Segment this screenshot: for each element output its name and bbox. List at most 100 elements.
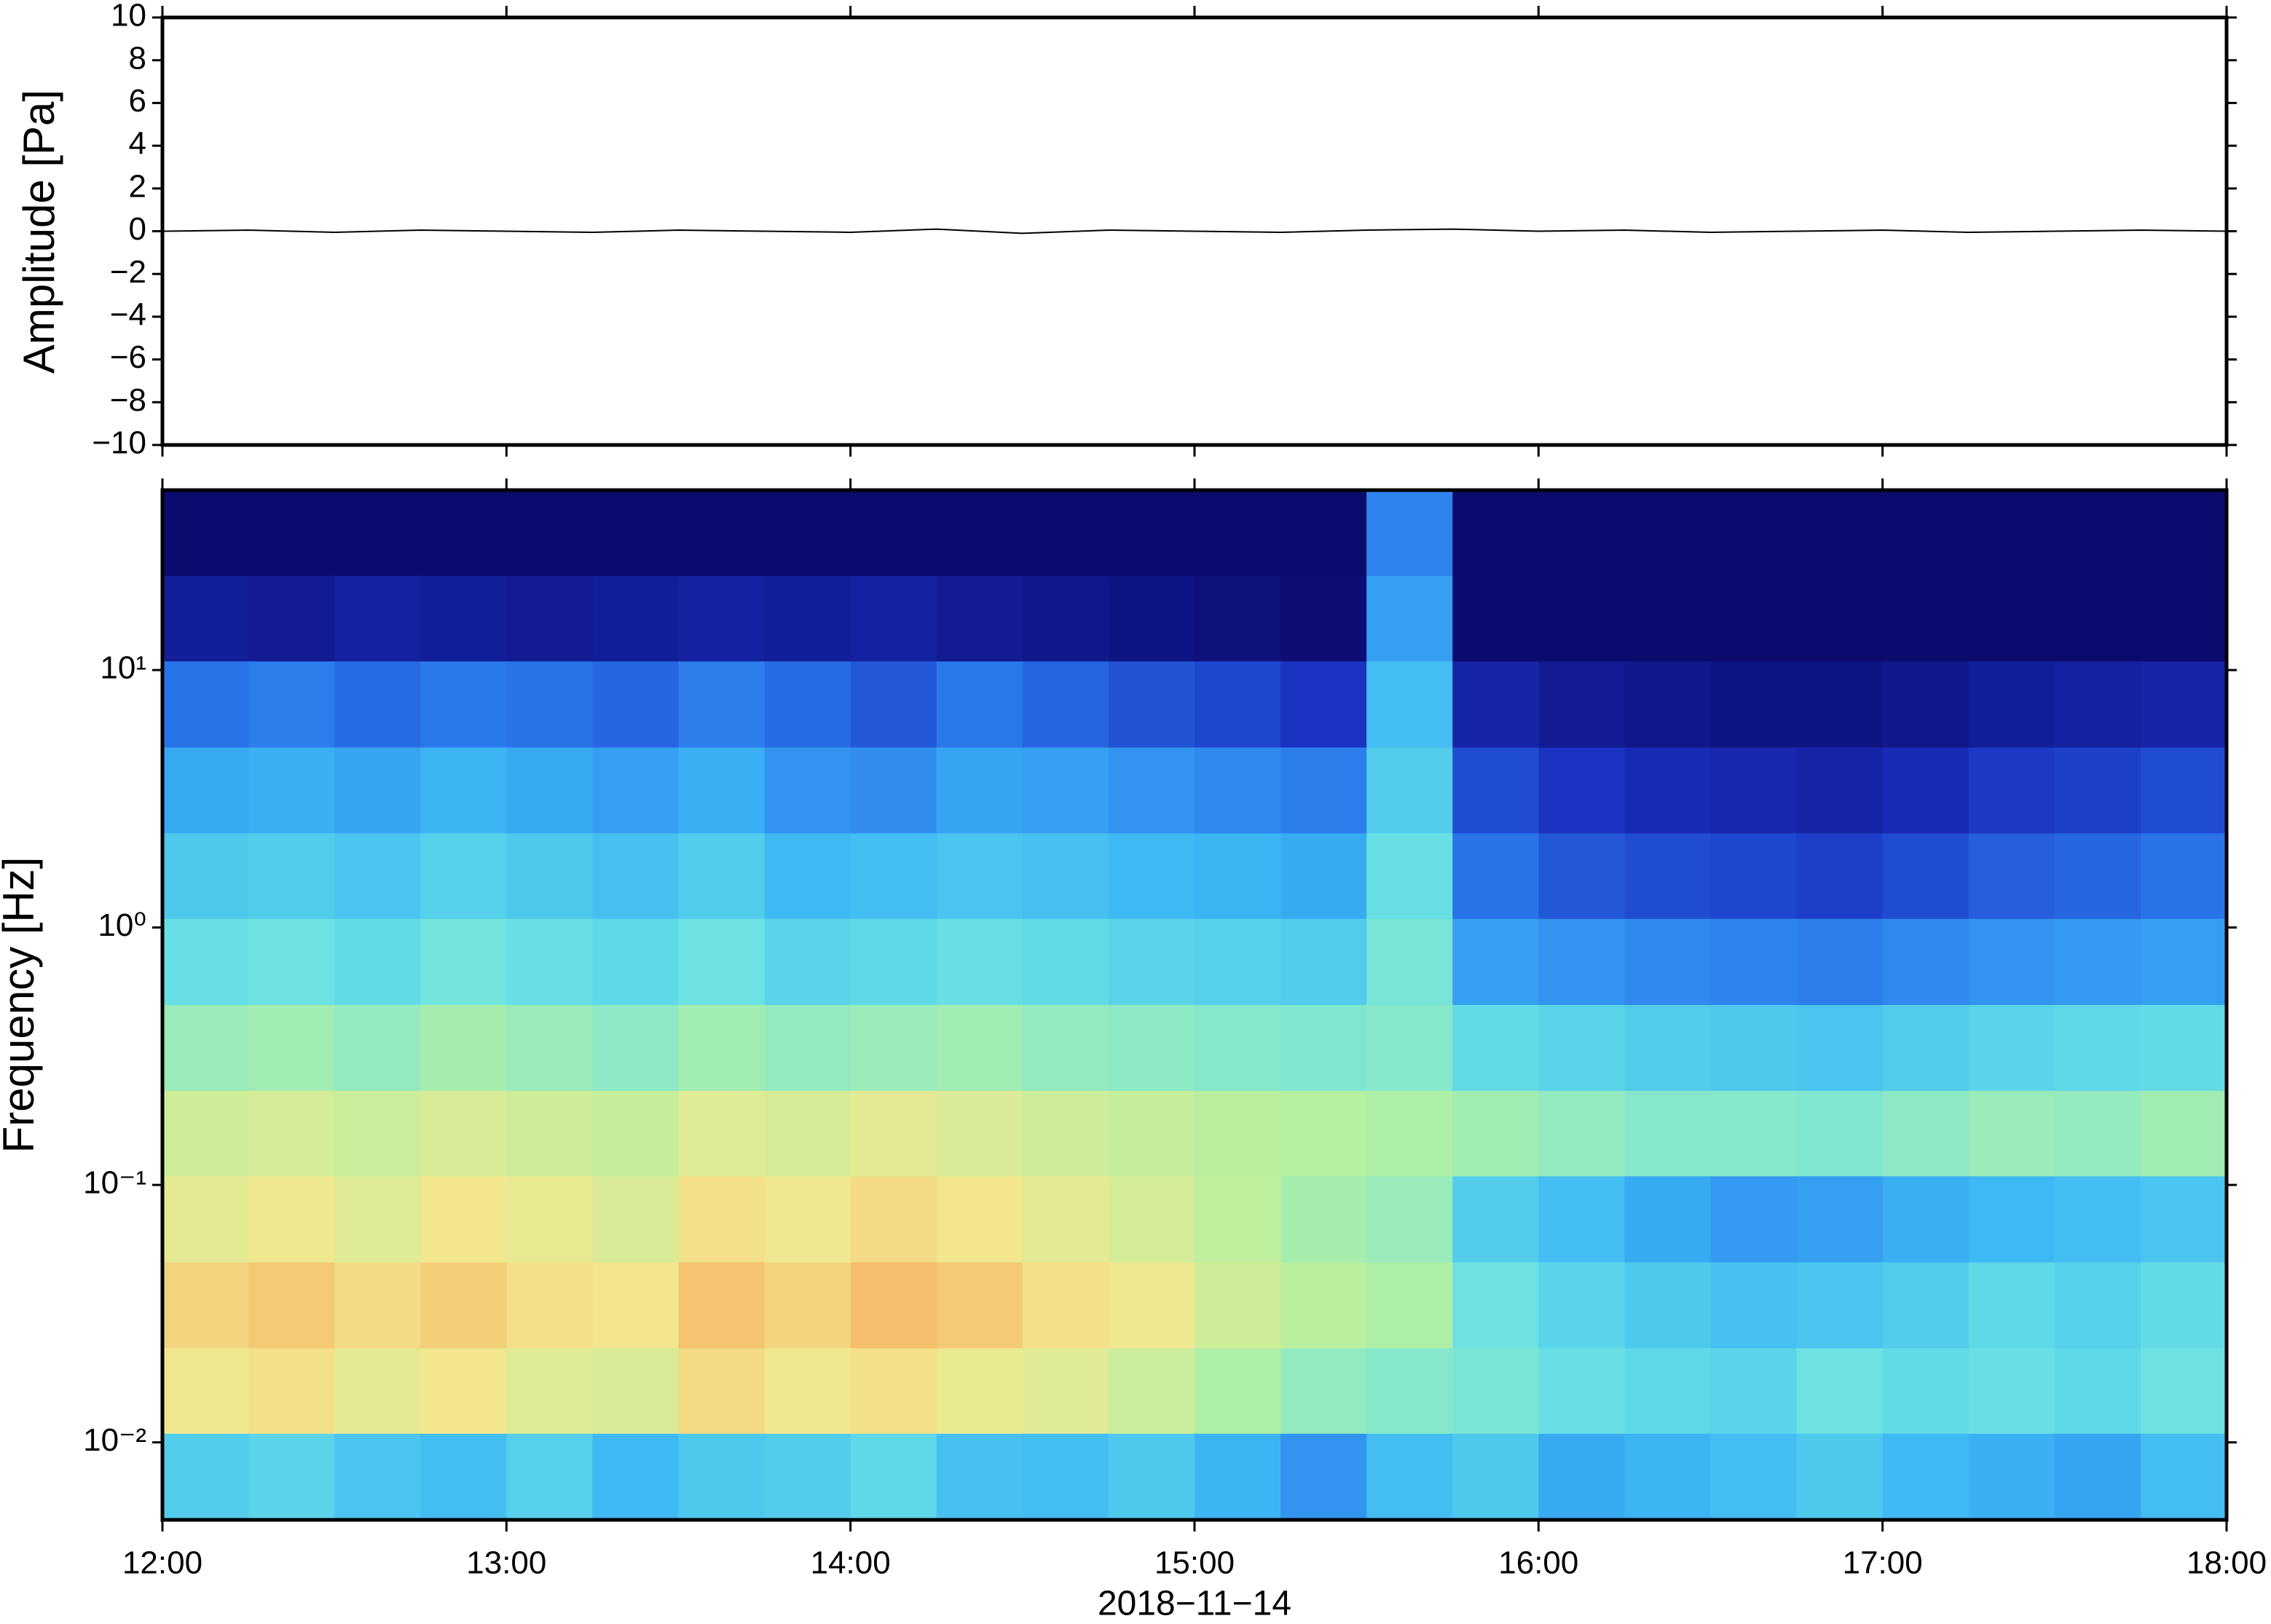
- spectrogram-cell: [2140, 1176, 2227, 1264]
- spectrogram-cell: [2054, 1348, 2141, 1435]
- spectrogram-cell: [420, 1176, 508, 1264]
- spectrogram-cell: [334, 747, 422, 835]
- spectrogram-cell: [1366, 747, 1454, 835]
- spectrogram-cell: [1452, 918, 1540, 1006]
- spectrogram-cell: [764, 833, 851, 920]
- spectrogram-cell: [592, 1176, 680, 1264]
- spectrogram-cell: [1624, 575, 1712, 663]
- spectrogram-cell: [334, 575, 422, 663]
- spectrogram-cell: [1538, 1090, 1626, 1178]
- spectrogram-cell: [2140, 747, 2227, 835]
- y-tick-label: −2: [110, 254, 146, 290]
- spectrogram-cell: [1108, 1348, 1195, 1435]
- spectrogram-cell: [420, 490, 508, 577]
- spectrogram-cell: [1194, 1348, 1282, 1435]
- spectrogram-cell: [1968, 1005, 2055, 1092]
- spectrogram-cell: [334, 1176, 422, 1264]
- spectrogram-cell: [1796, 575, 1884, 663]
- spectrogram-cell: [1882, 575, 1969, 663]
- x-tick-label: 17:00: [1843, 1545, 1923, 1581]
- spectrogram-cell: [1538, 575, 1626, 663]
- spectrogram-cell: [592, 1090, 680, 1178]
- spectrogram-cell: [1452, 490, 1540, 577]
- spectrogram-cell: [1796, 1090, 1884, 1178]
- spectrogram-cell: [248, 833, 336, 920]
- spectrogram-cell: [1624, 1005, 1712, 1092]
- spectrogram-cell: [936, 575, 1023, 663]
- spectrogram-cell: [1108, 747, 1195, 835]
- spectrogram-cell: [1624, 1348, 1712, 1435]
- spectrogram-cell: [1452, 1262, 1540, 1349]
- spectrogram-cell: [2054, 918, 2141, 1006]
- spectrogram-cell: [1968, 1176, 2055, 1264]
- spectrogram-cell: [1624, 1090, 1712, 1178]
- spectrogram-cell: [1538, 1262, 1626, 1349]
- spectrogram-cell: [2140, 1005, 2227, 1092]
- spectrogram-cell: [420, 1005, 508, 1092]
- spectrogram-cell: [1882, 1348, 1969, 1435]
- spectrogram-cell: [2054, 1262, 2141, 1349]
- spectrogram-cell: [678, 747, 765, 835]
- spectrogram-cell: [850, 1090, 937, 1178]
- spectrogram-cell: [1882, 1433, 1969, 1521]
- y-tick-label: 10¹: [100, 650, 146, 686]
- spectrogram-cell: [850, 1433, 937, 1521]
- spectrogram-cell: [1280, 490, 1368, 577]
- spectrogram-cell: [334, 1262, 422, 1349]
- spectrogram-cell: [936, 1005, 1023, 1092]
- spectrogram-cell: [162, 1176, 250, 1264]
- spectrogram-cell: [678, 490, 765, 577]
- spectrogram-cell: [334, 833, 422, 920]
- spectrogram-cell: [1968, 575, 2055, 663]
- spectrogram-cell: [420, 661, 508, 749]
- spectrogram-cell: [1796, 747, 1884, 835]
- spectrogram-cell: [1710, 661, 1798, 749]
- spectrogram-cell: [1280, 1176, 1368, 1264]
- spectrogram-cell: [1366, 490, 1454, 577]
- spectrogram-cell: [1882, 1005, 1969, 1092]
- spectrogram-cell: [1624, 1262, 1712, 1349]
- spectrogram-cell: [2054, 1090, 2141, 1178]
- spectrogram-cell: [1280, 1005, 1368, 1092]
- spectrogram-cell: [1968, 1348, 2055, 1435]
- spectrogram-cell: [1968, 1090, 2055, 1178]
- spectrogram-cell: [248, 1348, 336, 1435]
- spectrogram-cell: [1022, 1176, 1109, 1264]
- spectrogram-cell: [1710, 1262, 1798, 1349]
- spectrogram-cell: [936, 1176, 1023, 1264]
- spectrogram-cell: [248, 747, 336, 835]
- spectrogram-cell: [764, 1433, 851, 1521]
- spectrogram-cell: [1108, 918, 1195, 1006]
- spectrogram-cell: [2054, 1176, 2141, 1264]
- spectrogram-cell: [1194, 1262, 1282, 1349]
- spectrogram-cell: [2140, 1433, 2227, 1521]
- spectrogram-cell: [162, 1433, 250, 1521]
- spectrogram-cell: [1796, 918, 1884, 1006]
- spectrogram-cell: [2140, 575, 2227, 663]
- spectrogram-cell: [334, 1005, 422, 1092]
- spectrogram-cell: [420, 747, 508, 835]
- spectrogram-cell: [1366, 575, 1454, 663]
- spectrogram-cell: [1882, 490, 1969, 577]
- spectrogram-cell: [248, 661, 336, 749]
- spectrogram-cell: [1710, 833, 1798, 920]
- spectrogram-cell: [1968, 918, 2055, 1006]
- y-tick-label: 8: [129, 40, 146, 76]
- spectrogram-cell: [1022, 918, 1109, 1006]
- spectrogram-cell: [248, 1176, 336, 1264]
- spectrogram-cell: [420, 918, 508, 1006]
- spectrogram-cell: [1280, 747, 1368, 835]
- spectrogram-cell: [1108, 575, 1195, 663]
- spectrogram-cell: [1280, 575, 1368, 663]
- spectrogram-cell: [1452, 1005, 1540, 1092]
- spectrogram-cell: [248, 1433, 336, 1521]
- spectrogram-cell: [1022, 575, 1109, 663]
- spectrogram-cell: [506, 490, 594, 577]
- spectrogram-cell: [850, 1176, 937, 1264]
- spectrogram-cell: [162, 833, 250, 920]
- spectrogram-cell: [850, 1348, 937, 1435]
- spectrogram-cell: [678, 1005, 765, 1092]
- spectrogram-cell: [2140, 661, 2227, 749]
- spectrogram-cell: [1452, 1433, 1540, 1521]
- spectrogram-cell: [1624, 1433, 1712, 1521]
